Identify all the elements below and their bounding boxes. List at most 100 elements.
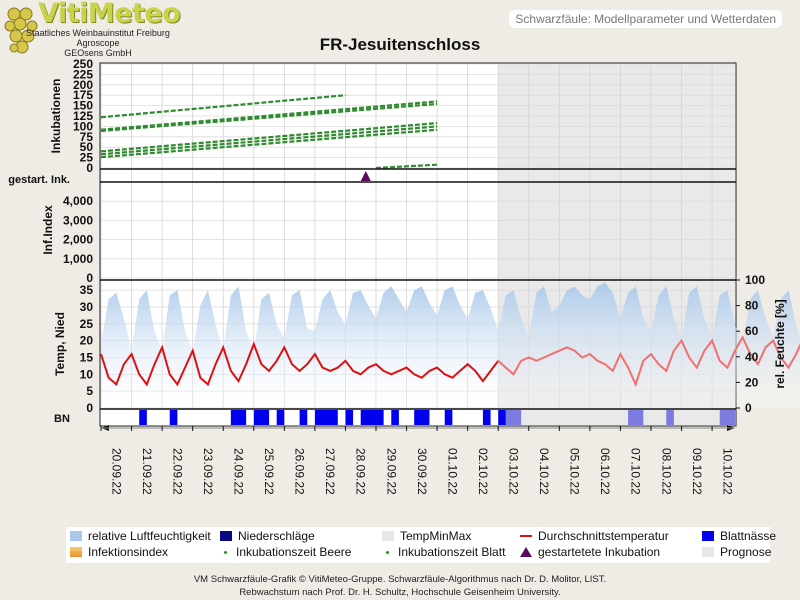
legend-swatch [520,547,532,557]
y2-tick-label: 40 [745,350,759,364]
x-tick-label: 24.09.22 [232,448,246,495]
legend-swatch [386,550,389,554]
x-tick-label: 26.09.22 [293,448,307,495]
legend-swatch [702,547,714,557]
leaf-wetness-row [139,410,735,425]
x-tick-label: 06.10.22 [598,448,612,495]
x-tick-label: 03.10.22 [507,448,521,495]
legend-label: gestartetete Inkubation [538,545,661,559]
incubation-series-group [100,94,438,170]
x-tick-label: 07.10.22 [629,448,643,495]
y-axis-label-humidity: rel. Feuchte [%] [773,299,787,388]
footer: VM Schwarzfäule-Grafik © VitiMeteo-Grupp… [0,573,800,599]
legend-item: TempMinMax [382,529,471,543]
chart-title: FR-Jesuitenschloss [319,35,481,54]
y-tick-label: 250 [73,57,93,71]
started-incubation-markers [360,171,371,181]
y-tick-label: 150 [73,99,93,113]
legend-label: Durchschnittstemperatur [538,529,669,543]
y-tick-label: 10 [80,367,94,381]
x-tick-label: 27.09.22 [323,448,337,495]
x-tick-label: 09.10.22 [690,448,704,495]
legend-item: Infektionsindex [70,545,168,559]
legend-swatch [520,535,532,537]
legend-item: Prognose [702,545,771,559]
logo-name: VitiMeteo [38,0,181,29]
y-tick-label: 0 [86,401,93,415]
temperature-forecast-line [497,335,800,388]
y-tick-label: 0 [86,161,93,175]
y-tick-label: 100 [73,119,93,133]
y-axis-label-temperature: Temp, Nied [53,312,67,376]
y-axis-label-incubation: Inkubationen [49,79,63,154]
y-axis-label-infection: Inf.Index [41,205,55,255]
x-tick-label: 25.09.22 [262,448,276,495]
y-tick-label: 3,000 [63,213,93,227]
leaf-wetness-bar [253,410,270,425]
x-tick-label: 05.10.22 [568,448,582,495]
chart-labels: 0255075100125150175200225250Inkubationen… [8,57,787,425]
y-tick-label: 2,000 [63,233,93,247]
y2-tick-label: 60 [745,324,759,338]
incubation-line [100,100,438,131]
legend-label: Niederschläge [238,529,315,543]
leaf-wetness-bar [299,410,308,425]
y-tick-label: 25 [80,151,94,165]
x-tick-label: 22.09.22 [170,448,184,495]
leaf-wetness-bar [498,410,506,425]
incubation-line [100,121,438,153]
x-tick-label: 21.09.22 [140,448,154,495]
logo-line-3: GEOsens GmbH [64,48,132,58]
y-tick-label: 35 [80,283,94,297]
y-tick-label: 15 [80,350,94,364]
legend-label: Prognose [720,545,772,559]
y-tick-label: 50 [80,140,94,154]
leaf-wetness-bar [391,410,399,425]
footer-line-2: Rebwachstum nach Prof. Dr. H. Schultz, H… [239,587,561,598]
x-tick-label: 23.09.22 [201,448,215,495]
legend-swatch [70,547,82,557]
humidity-area [101,282,800,408]
legend-label: TempMinMax [400,529,472,543]
legend-item: gestartetete Inkubation [520,545,660,559]
legend-swatch [224,550,227,554]
x-tick-label: 01.10.22 [445,448,459,495]
x-tick-label: 29.09.22 [384,448,398,495]
y-tick-label: 5 [86,384,93,398]
leaf-wetness-forecast-bar [719,410,735,425]
leaf-wetness-bar [169,410,178,425]
y-tick-label: 175 [73,88,93,102]
legend-label: Blattnässe [720,529,777,543]
leaf-wetness-bar [482,410,491,425]
x-tick-label: 10.10.22 [720,448,734,495]
incubation-line [100,94,346,119]
x-tick-labels: 20.09.22 21.09.22 22.09.22 23.09.22 24.09.22… [109,448,734,495]
y-tick-label: 75 [80,130,94,144]
footer-line-1: VM Schwarzfäule-Grafik © VitiMeteo-Grupp… [193,574,607,585]
incubation-line [100,125,438,156]
legend-label: relative Luftfeuchtigkeit [88,529,211,543]
legend-label: Inkubationszeit Blatt [398,545,506,559]
y-tick-label: 125 [73,109,93,123]
x-tick-label: 04.10.22 [537,448,551,495]
started-incubation-marker [360,171,371,181]
weather-series-group [100,282,800,408]
y-axis-label-started: gestart. Ink. [8,174,70,186]
leaf-wetness-forecast-bar [505,410,522,425]
y-tick-label: 0 [86,271,93,285]
y-tick-label: 1,000 [63,252,93,266]
grape-logo-icon [4,7,38,54]
leaf-wetness-bar [444,410,453,425]
incubation-line [100,128,438,159]
legend-swatch [702,531,714,541]
y-tick-label: 20 [80,334,94,348]
y-tick-label: 25 [80,317,94,331]
incubation-line [100,102,438,133]
logo-line-1: Staatliches Weinbauinstitut Freiburg [26,28,170,38]
y-tick-label: 4,000 [63,194,93,208]
leaf-wetness-bar [345,410,354,425]
x-tick-label: 30.09.22 [415,448,429,495]
x-tick-label: 28.09.22 [354,448,368,495]
legend: relative Luftfeuchtigkeit Niederschläge Te… [66,527,776,563]
y-tick-label: 225 [73,67,93,81]
